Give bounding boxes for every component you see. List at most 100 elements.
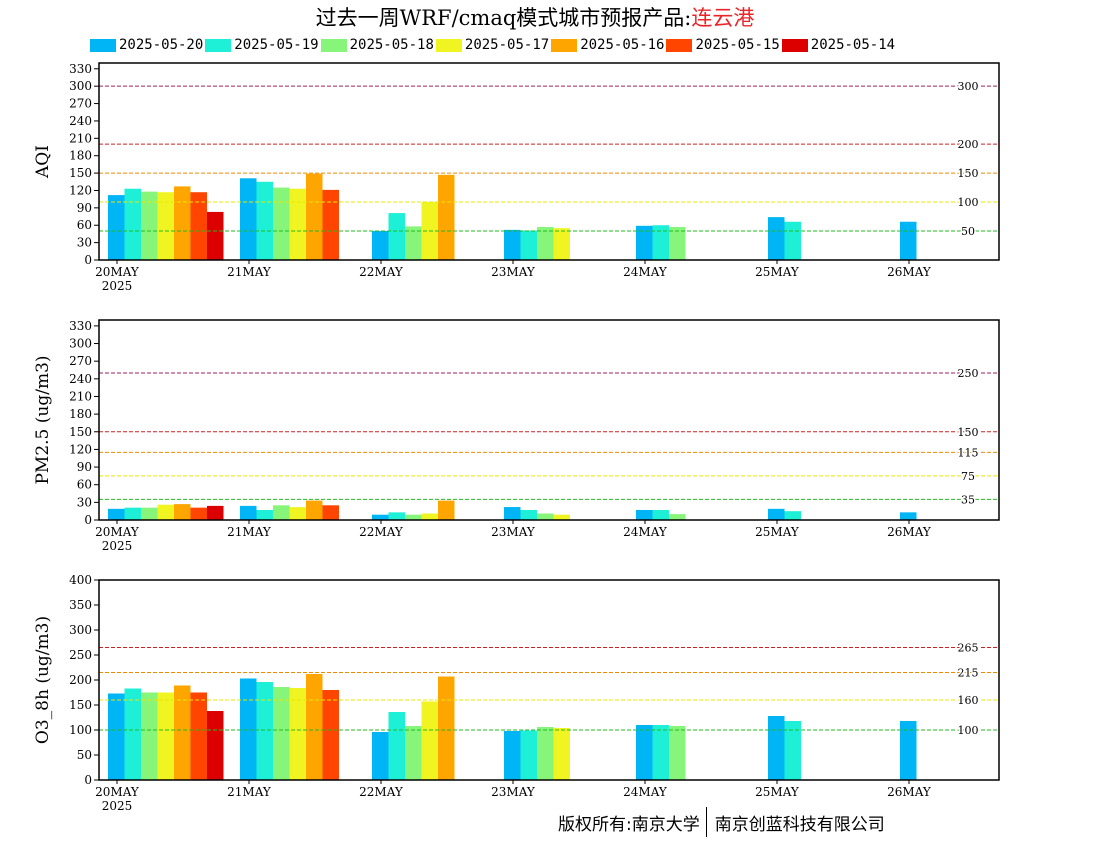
bar [900, 721, 917, 780]
bar [372, 514, 389, 520]
legend: 2025-05-20 2025-05-19 2025-05-18 2025-05-17… [90, 36, 897, 54]
legend-label: 2025-05-15 [695, 37, 780, 53]
y-axis-title: PM2.5 (ug/m3) [33, 355, 53, 484]
bar [273, 687, 290, 780]
bar [784, 721, 801, 780]
bar [438, 174, 455, 260]
bar [669, 226, 686, 260]
y-tick-label: 330 [69, 62, 92, 76]
bar [504, 731, 521, 780]
legend-label: 2025-05-17 [464, 37, 550, 53]
reference-label: 100 [958, 724, 979, 737]
bar [520, 730, 537, 780]
legend-swatch [666, 38, 693, 52]
bar [273, 505, 290, 520]
bar [784, 511, 801, 520]
legend-label: 2025-05-18 [349, 37, 434, 53]
x-year-label: 2025 [102, 539, 133, 553]
bar [636, 510, 653, 520]
x-tick-label: 20MAY [95, 525, 140, 539]
y-tick-label: 240 [69, 372, 92, 386]
bar [240, 678, 257, 780]
copyright-footer: 版权所有:南京大学 南京创蓝科技有限公司 [558, 806, 885, 838]
y-tick-label: 30 [77, 236, 92, 250]
y-tick-label: 60 [77, 218, 92, 232]
bar [157, 504, 174, 520]
bar [537, 226, 554, 260]
bar [553, 228, 570, 260]
bar [289, 188, 306, 260]
bar [537, 513, 554, 520]
y-tick-label: 330 [69, 319, 92, 333]
y-tick-label: 90 [77, 460, 92, 474]
bar [108, 508, 125, 520]
bar [240, 178, 257, 260]
x-tick-label: 21MAY [227, 785, 272, 799]
y-tick-label: 90 [77, 201, 92, 215]
bar [388, 712, 405, 780]
bar [141, 191, 158, 260]
bar [190, 507, 207, 520]
reference-label: 150 [958, 167, 979, 180]
reference-label: 50 [961, 225, 975, 238]
bar [240, 505, 257, 520]
bar [108, 693, 125, 780]
bar [273, 187, 290, 260]
y-tick-label: 210 [69, 389, 92, 403]
bar [256, 510, 273, 520]
bar [174, 504, 191, 520]
y-axis-title: AQI [33, 145, 53, 179]
bar [504, 229, 521, 260]
y-tick-label: 0 [84, 513, 92, 527]
reference-label: 200 [958, 138, 979, 151]
bar [124, 507, 141, 520]
bar [372, 231, 389, 260]
legend-swatch [90, 38, 116, 52]
x-tick-label: 21MAY [227, 525, 272, 539]
bar [157, 192, 174, 260]
reference-label: 100 [958, 196, 979, 209]
y-tick-label: 0 [84, 253, 92, 267]
y-tick-label: 300 [69, 79, 92, 93]
legend-item: 2025-05-19 [205, 36, 319, 54]
bar [124, 688, 141, 780]
bar [421, 701, 438, 780]
plot-frame [98, 319, 1000, 521]
x-tick-label: 26MAY [887, 265, 932, 279]
reference-label: 250 [958, 367, 979, 380]
x-tick-label: 25MAY [755, 265, 800, 279]
bar [289, 688, 306, 780]
x-tick-label: 20MAY [95, 785, 140, 799]
bar [174, 685, 191, 780]
bar [405, 226, 422, 260]
reference-label: 300 [958, 80, 979, 93]
bar [768, 217, 785, 260]
x-tick-label: 24MAY [623, 785, 668, 799]
bar [537, 727, 554, 780]
bar [768, 716, 785, 780]
bar [669, 726, 686, 780]
bar [124, 188, 141, 260]
bar [108, 195, 125, 260]
y-tick-label: 180 [69, 407, 92, 421]
legend-swatch [435, 38, 462, 52]
legend-swatch [205, 38, 232, 52]
bar [652, 225, 669, 260]
x-tick-label: 22MAY [359, 785, 404, 799]
reference-label: 265 [958, 642, 979, 655]
legend-item: 2025-05-18 [320, 36, 434, 54]
x-tick-label: 22MAY [359, 525, 404, 539]
y-tick-label: 100 [69, 723, 92, 737]
legend-item: 2025-05-20 [90, 36, 203, 54]
x-tick-label: 24MAY [623, 525, 668, 539]
x-tick-label: 23MAY [491, 785, 536, 799]
bar [190, 192, 207, 260]
bar [322, 189, 339, 260]
title-city: 连云港 [691, 6, 755, 30]
bar [636, 725, 653, 780]
bar [207, 711, 224, 780]
plot-frame [98, 62, 1000, 261]
legend-item: 2025-05-16 [551, 36, 664, 54]
y-tick-label: 250 [69, 648, 92, 662]
bar [438, 676, 455, 780]
